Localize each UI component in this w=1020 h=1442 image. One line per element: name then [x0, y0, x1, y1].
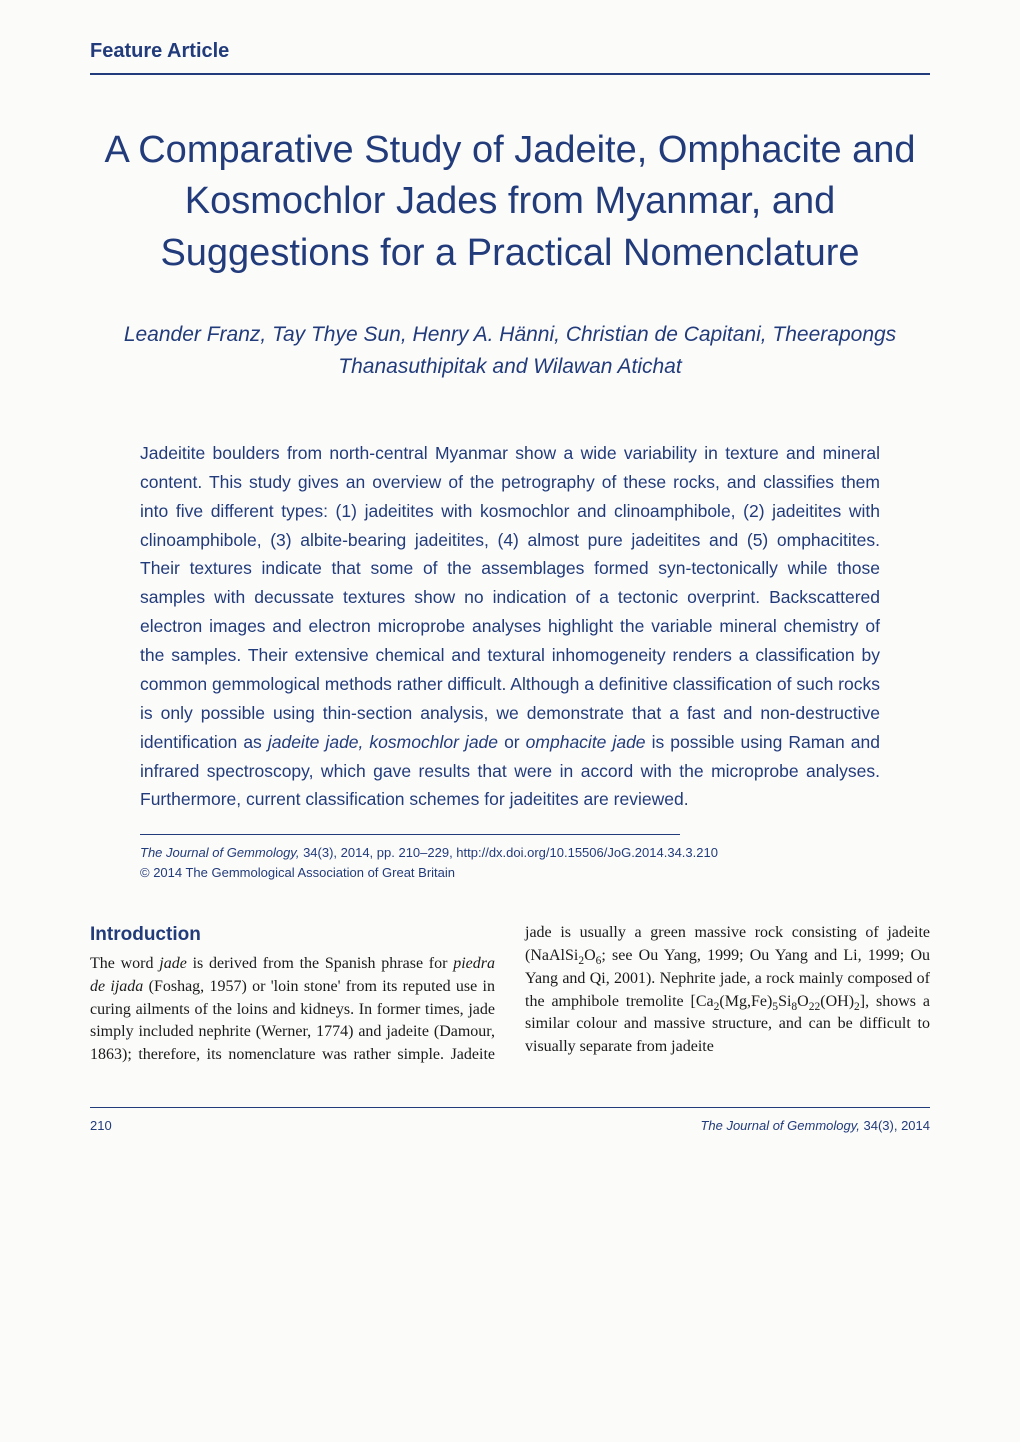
article-authors: Leander Franz, Tay Thye Sun, Henry A. Hä…	[90, 319, 930, 384]
page-number: 210	[90, 1118, 112, 1133]
abstract-em: jadeite jade, kosmochlor jade	[268, 732, 498, 752]
footer: 210 The Journal of Gemmology, 34(3), 201…	[90, 1107, 930, 1133]
abstract: Jadeitite boulders from north-central My…	[140, 439, 880, 814]
abstract-text: or	[498, 732, 526, 752]
footer-journal: The Journal of Gemmology, 34(3), 2014	[700, 1118, 930, 1133]
article-title: A Comparative Study of Jadeite, Omphacit…	[100, 125, 920, 279]
footer-issue: 34(3), 2014	[860, 1118, 930, 1133]
subscript: 22	[809, 1001, 821, 1013]
header-bar: Feature Article	[90, 40, 930, 75]
citation-journal: The Journal of Gemmology,	[140, 845, 299, 860]
body-text: (OH)	[820, 993, 854, 1010]
page: Feature Article A Comparative Study of J…	[0, 0, 1020, 1442]
body-em: jade	[159, 955, 187, 972]
body-text: O	[584, 947, 596, 964]
citation-ref: 34(3), 2014, pp. 210–229, http://dx.doi.…	[299, 845, 718, 860]
body-text: Si	[778, 993, 791, 1010]
citation-copyright: © 2014 The Gemmological Association of G…	[140, 865, 455, 880]
introduction-heading: Introduction	[90, 922, 495, 949]
section-label: Feature Article	[90, 40, 229, 62]
body-text: The word	[90, 955, 159, 972]
abstract-text: Jadeitite boulders from north-central My…	[140, 443, 880, 752]
footer-journal-name: The Journal of Gemmology,	[700, 1118, 859, 1133]
body-columns: Introduction The word jade is derived fr…	[90, 922, 930, 1067]
abstract-em: omphacite jade	[526, 732, 646, 752]
citation-block: The Journal of Gemmology, 34(3), 2014, p…	[140, 843, 880, 882]
body-text: O	[797, 993, 809, 1010]
citation-rule	[140, 834, 680, 835]
body-text: (Mg,Fe)	[719, 993, 772, 1010]
body-text: is derived from the Spanish phrase for	[187, 955, 453, 972]
